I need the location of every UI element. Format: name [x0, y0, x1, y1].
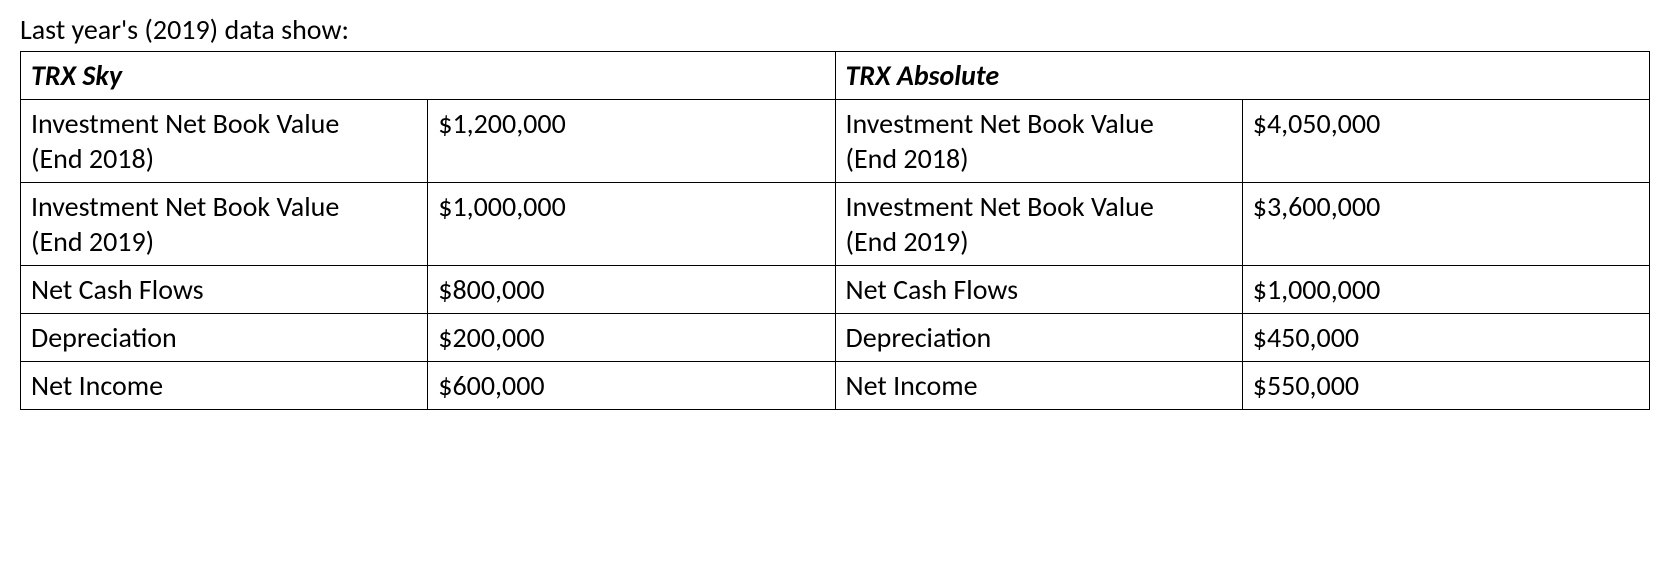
row-left-value: $800,000 [428, 266, 835, 314]
row-left-label: Net Cash Flows [21, 266, 428, 314]
row-left-label: Depreciation [21, 314, 428, 362]
table-header-row: TRX Sky TRX Absolute [21, 52, 1650, 100]
row-right-value: $4,050,000 [1242, 100, 1649, 183]
row-right-label: Net Income [835, 362, 1242, 410]
row-left-value: $1,200,000 [428, 100, 835, 183]
row-left-value: $200,000 [428, 314, 835, 362]
row-left-value: $600,000 [428, 362, 835, 410]
row-right-label: Investment Net Book Value(End 2019) [835, 183, 1242, 266]
table-row: Net Cash Flows $800,000 Net Cash Flows $… [21, 266, 1650, 314]
intro-text: Last year's (2019) data show: [20, 12, 1650, 47]
header-left: TRX Sky [21, 52, 836, 100]
row-left-label: Net Income [21, 362, 428, 410]
row-right-value: $1,000,000 [1242, 266, 1649, 314]
row-right-label: Net Cash Flows [835, 266, 1242, 314]
row-right-value: $450,000 [1242, 314, 1649, 362]
row-left-value: $1,000,000 [428, 183, 835, 266]
table-row: Investment Net Book Value(End 2019) $1,0… [21, 183, 1650, 266]
row-right-value: $550,000 [1242, 362, 1649, 410]
row-left-label: Investment Net Book Value(End 2018) [21, 100, 428, 183]
row-left-label: Investment Net Book Value(End 2019) [21, 183, 428, 266]
table-row: Investment Net Book Value(End 2018) $1,2… [21, 100, 1650, 183]
header-right: TRX Absolute [835, 52, 1650, 100]
table-row: Net Income $600,000 Net Income $550,000 [21, 362, 1650, 410]
table-row: Depreciation $200,000 Depreciation $450,… [21, 314, 1650, 362]
row-right-label: Depreciation [835, 314, 1242, 362]
row-right-label: Investment Net Book Value(End 2018) [835, 100, 1242, 183]
data-table: TRX Sky TRX Absolute Investment Net Book… [20, 51, 1650, 410]
row-right-value: $3,600,000 [1242, 183, 1649, 266]
